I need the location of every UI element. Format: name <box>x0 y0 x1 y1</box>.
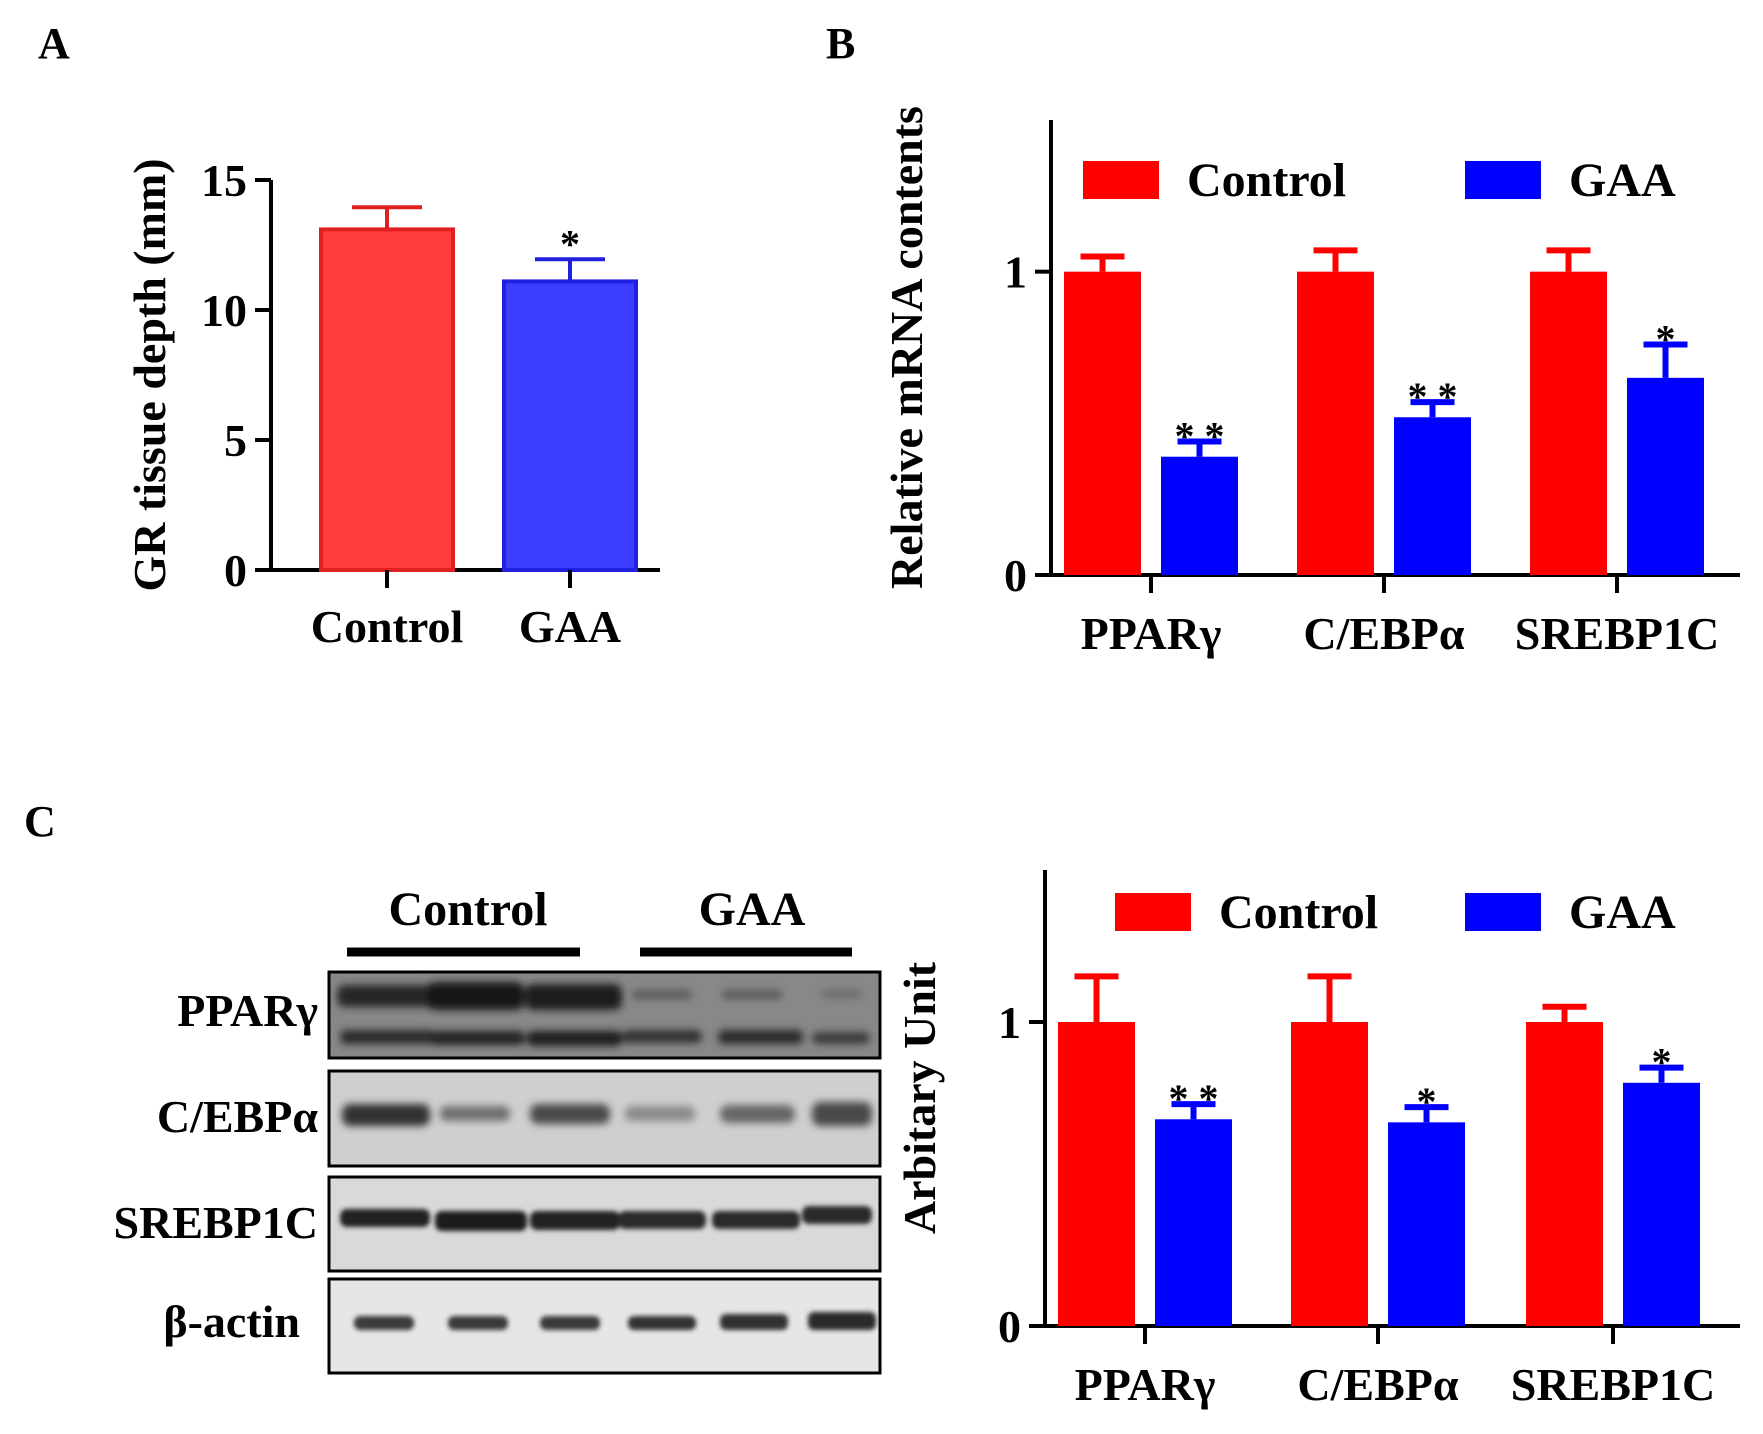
bar <box>1058 1022 1135 1326</box>
bar <box>1526 1022 1603 1326</box>
blot-band <box>618 1211 706 1229</box>
legend-swatch <box>1115 893 1191 931</box>
x-tick-label: C/EBPα <box>1303 608 1464 659</box>
bar <box>1161 456 1238 575</box>
legend-swatch <box>1083 161 1159 199</box>
blot-band <box>435 1211 527 1231</box>
y-tick-label: 0 <box>1004 550 1027 601</box>
blot-band <box>342 1104 430 1126</box>
blot-band <box>337 985 434 1007</box>
significance-marker: * <box>1652 1040 1672 1085</box>
blot-band <box>812 1102 872 1126</box>
blot-band <box>720 1105 795 1123</box>
y-axis-label: GR tissue depth (mm) <box>124 158 175 591</box>
significance-marker: * * <box>1175 414 1225 459</box>
blot-band <box>722 990 782 999</box>
legend: Control GAA <box>1083 154 1676 207</box>
blot-band <box>718 1030 803 1044</box>
blot-band <box>632 990 692 999</box>
y-tick-label: 10 <box>201 285 247 336</box>
blot-band <box>712 1211 800 1229</box>
blot-panel-actin <box>327 1277 882 1375</box>
legend-label: GAA <box>1569 154 1676 207</box>
blot-band <box>822 990 862 998</box>
bar <box>1623 1082 1700 1326</box>
blot-panel-pparg <box>327 970 882 1060</box>
blot-band <box>808 1312 876 1330</box>
significance-marker: * <box>560 221 580 266</box>
bar <box>502 279 638 572</box>
blot-group-control: Control <box>388 883 547 936</box>
legend-swatch <box>1465 161 1541 199</box>
blot-band <box>427 982 524 1010</box>
y-axis-label: Arbitary Unit <box>894 961 945 1234</box>
blot-label-cebp: C/EBPα <box>156 1091 318 1142</box>
legend-label: Control <box>1187 154 1346 207</box>
blot-band <box>628 1316 696 1330</box>
blot-band <box>527 1031 622 1046</box>
bar <box>1394 417 1471 575</box>
x-tick-label: SREBP1C <box>1511 1359 1715 1410</box>
blot-band <box>340 1209 430 1227</box>
bar <box>1388 1122 1465 1326</box>
blot-band <box>720 1314 788 1330</box>
bar <box>1155 1119 1232 1326</box>
x-tick-label: C/EBPα <box>1297 1359 1458 1410</box>
bar <box>1064 271 1141 575</box>
blot-band <box>530 1104 610 1124</box>
blot-band <box>448 1316 508 1330</box>
blot-band <box>812 1032 870 1044</box>
blot-band <box>622 1030 702 1043</box>
legend: Control GAA <box>1115 886 1676 939</box>
blot-label-actin: β-actin <box>163 1296 300 1347</box>
x-tick-label: PPARγ <box>1081 608 1222 659</box>
panel-label-c: C <box>24 797 56 846</box>
chart-a: 0 5 10 15 GR tissue depth (mm) Control GAA * <box>124 155 660 652</box>
blot-panel-srebp1c <box>327 1175 882 1273</box>
chart-c: 0 1 Arbitary Unit * * PPARγ * C/EBPα * SREBP1C Co… <box>894 870 1740 1410</box>
chart-b: 0 1 Relative mRNA contents * * PPARγ * * C/EBP… <box>881 106 1740 659</box>
blot-band <box>430 1031 525 1045</box>
y-tick-label: 0 <box>998 1301 1021 1352</box>
bar <box>319 227 455 572</box>
blot-band <box>354 1316 414 1330</box>
y-tick-label: 5 <box>224 415 247 466</box>
bar <box>1530 271 1607 575</box>
legend-swatch <box>1465 893 1541 931</box>
bar <box>1297 271 1374 575</box>
significance-marker: * <box>1417 1079 1437 1124</box>
blot-band <box>340 1030 435 1044</box>
x-tick-label: PPARγ <box>1075 1359 1216 1410</box>
x-tick-label: Control <box>311 601 464 652</box>
significance-marker: * * <box>1408 374 1458 419</box>
blot-label-srebp: SREBP1C <box>113 1197 318 1248</box>
x-tick-label: GAA <box>519 601 621 652</box>
y-axis-label: Relative mRNA contents <box>881 106 932 589</box>
blot-band <box>540 1316 600 1330</box>
panel-label-b: B <box>826 19 856 68</box>
y-tick-label: 1 <box>1004 247 1027 298</box>
y-tick-label: 1 <box>998 997 1021 1048</box>
blot-band <box>802 1206 872 1224</box>
blot-band <box>625 1106 695 1121</box>
legend-label: Control <box>1219 886 1378 939</box>
bar <box>1627 377 1704 575</box>
significance-marker: * <box>1656 316 1676 361</box>
legend-label: GAA <box>1569 886 1676 939</box>
blot-group-gaa: GAA <box>699 883 806 936</box>
blot-label-ppar: PPARγ <box>177 985 318 1036</box>
y-tick-label: 15 <box>201 155 247 206</box>
panel-label-a: A <box>38 19 70 68</box>
x-tick-label: SREBP1C <box>1515 608 1719 659</box>
significance-marker: * * <box>1169 1076 1219 1121</box>
blot-band <box>530 1211 620 1230</box>
blot-band <box>440 1106 510 1121</box>
bar <box>1291 1022 1368 1326</box>
y-tick-label: 0 <box>224 545 247 596</box>
blot-band <box>525 984 622 1010</box>
blot-panel-cebpa <box>327 1069 882 1168</box>
